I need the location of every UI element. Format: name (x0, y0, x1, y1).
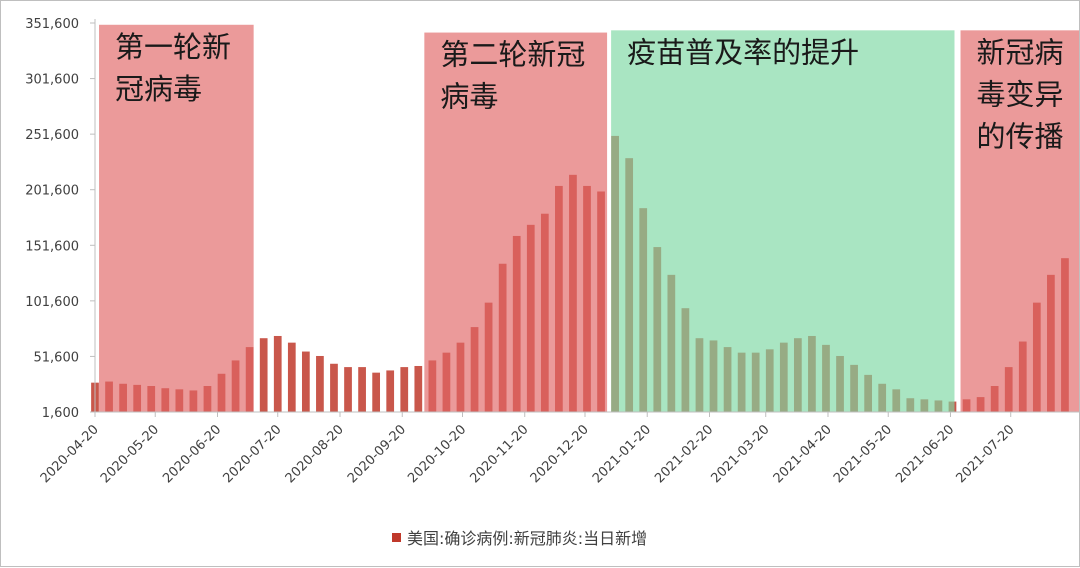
bar (386, 370, 395, 412)
y-tick-label: 101,600 (25, 295, 79, 310)
period-box (960, 30, 1079, 413)
bar (358, 367, 366, 412)
bar (330, 363, 338, 412)
x-tick-label: 2020-09-20 (345, 422, 409, 486)
y-tick-label: 151,600 (25, 239, 79, 254)
y-tick-label: 201,600 (25, 184, 79, 199)
period-boxes (99, 24, 1079, 413)
period-label: 新冠病 (977, 35, 1064, 69)
x-tick-label: 2021-04-20 (771, 422, 835, 486)
bar (287, 342, 296, 412)
x-tick-label: 2021-01-20 (590, 422, 654, 486)
y-axis-ticks: 1,600 51,600 101,600 151,600 201,600 251,600 3… (25, 17, 95, 421)
y-tick-label: 51,600 (34, 350, 80, 365)
period-label: 疫苗普及率的提升 (627, 35, 859, 69)
x-tick-label: 2020-10-20 (405, 422, 469, 486)
x-tick-label: 2021-07-20 (954, 422, 1018, 486)
y-tick-label: 351,600 (25, 17, 79, 32)
bar (414, 365, 423, 412)
legend-label: 美国:确诊病例:新冠肺炎:当日新增 (407, 529, 648, 548)
x-tick-label: 2020-08-20 (283, 422, 347, 486)
bar (316, 355, 324, 412)
period-label: 冠病毒 (115, 72, 202, 106)
legend-swatch (392, 532, 401, 542)
y-tick-label: 251,600 (25, 128, 79, 143)
y-tick-label: 301,600 (25, 73, 79, 88)
period-box (99, 24, 254, 412)
period-label: 的传播 (977, 119, 1064, 153)
period-box (611, 30, 955, 413)
x-tick-label: 2020-12-20 (528, 422, 592, 486)
x-tick-label: 2021-06-20 (893, 422, 957, 486)
period-label: 毒变异 (977, 77, 1064, 111)
bar (400, 367, 409, 412)
x-tick-label: 2020-04-20 (38, 422, 102, 486)
x-tick-label: 2020-07-20 (221, 422, 285, 486)
bar (259, 338, 268, 412)
x-tick-label: 2021-02-20 (652, 422, 716, 486)
x-tick-label: 2020-06-20 (160, 422, 224, 486)
period-label: 第一轮新 (115, 30, 231, 64)
bar (372, 372, 381, 412)
x-tick-label: 2021-05-20 (831, 422, 895, 486)
x-tick-label: 2020-11-20 (468, 422, 532, 486)
period-box (424, 32, 608, 412)
x-axis-ticks: 2020-04-202020-05-202020-06-202020-07-20… (38, 412, 1018, 486)
y-tick-label: 1,600 (42, 406, 79, 421)
legend: 美国:确诊病例:新冠肺炎:当日新增 (392, 527, 648, 548)
bar (273, 335, 282, 412)
bar (344, 367, 352, 412)
period-label: 病毒 (440, 80, 498, 114)
bar (301, 351, 310, 412)
x-tick-label: 2020-05-20 (98, 422, 162, 486)
period-label: 第二轮新冠 (440, 38, 585, 72)
x-tick-label: 2021-03-20 (709, 422, 773, 486)
